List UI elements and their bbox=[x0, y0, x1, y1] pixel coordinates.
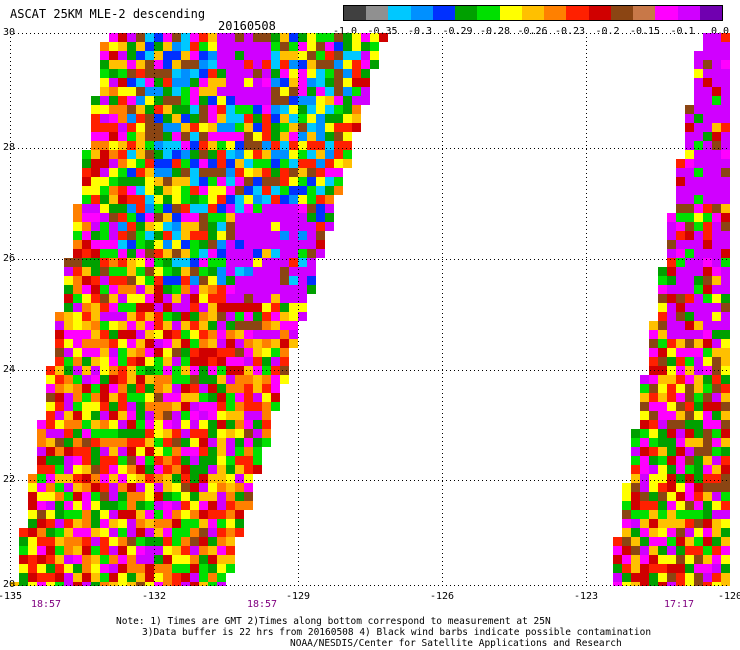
latitude-tick-label: 22 bbox=[3, 474, 16, 485]
colorbar-tick-label: -0.2 bbox=[595, 26, 620, 37]
colorbar-segment bbox=[655, 6, 678, 20]
colorbar-segment bbox=[432, 6, 456, 20]
note-line-2: 3)Data buffer is 22 hrs from 20160508 4)… bbox=[142, 627, 652, 638]
colorbar-tick-label: -0.23 bbox=[554, 26, 586, 37]
note-line-1: Note: 1) Times are GMT 2)Times along bot… bbox=[116, 616, 551, 627]
map-date: 20160508 bbox=[218, 19, 276, 33]
time-label-swath-2: 17:17 bbox=[663, 599, 695, 610]
longitude-tick-label: -126 bbox=[429, 591, 455, 602]
colorbar-segment bbox=[410, 6, 433, 20]
latitude-tick-label: 24 bbox=[3, 364, 16, 375]
colorbar-segment bbox=[699, 6, 722, 20]
longitude-tick-label: -132 bbox=[141, 591, 167, 602]
colorbar-segment bbox=[566, 6, 589, 20]
colorbar-segment bbox=[633, 6, 656, 20]
latitude-tick-label: 20 bbox=[3, 579, 16, 590]
swath-map bbox=[10, 33, 730, 586]
colorbar-segment bbox=[610, 6, 634, 20]
note-line-3: NOAA/NESDIS/Center for Satellite Applica… bbox=[290, 638, 622, 649]
colorbar-segment bbox=[455, 6, 478, 20]
colorbar bbox=[343, 5, 723, 21]
longitude-tick-label: -120 bbox=[717, 591, 740, 602]
colorbar-tick-label: -0.29 bbox=[442, 26, 473, 37]
colorbar-segment bbox=[521, 6, 545, 20]
colorbar-segment bbox=[477, 6, 500, 20]
latitude-tick-label: 30 bbox=[3, 27, 16, 38]
colorbar-tick-label: -0.26 bbox=[517, 26, 548, 37]
time-label-swath-1-end: 18:57 bbox=[246, 599, 278, 610]
colorbar-segment bbox=[544, 6, 567, 20]
colorbar-segment bbox=[499, 6, 522, 20]
colorbar-tick-label: -0.35 bbox=[367, 26, 398, 37]
colorbar-tick-label: -1.0 bbox=[332, 26, 358, 37]
latitude-tick-label: 26 bbox=[3, 253, 16, 264]
colorbar-tick-label: -0.1 bbox=[670, 26, 695, 37]
time-label-swath-1: 18:57 bbox=[30, 599, 62, 610]
latitude-tick-label: 28 bbox=[3, 142, 16, 153]
colorbar-tick-label: -0.15 bbox=[629, 26, 661, 37]
colorbar-segment bbox=[588, 6, 611, 20]
colorbar-segment bbox=[677, 6, 700, 20]
colorbar-segment bbox=[388, 6, 411, 20]
colorbar-tick-label: -0.28 bbox=[479, 26, 511, 37]
longitude-tick-label: -123 bbox=[573, 591, 599, 602]
colorbar-tick-label: -0.3 bbox=[407, 26, 433, 37]
colorbar-tick-label: 0.0 bbox=[710, 26, 730, 37]
map-title: ASCAT 25KM MLE-2 descending bbox=[10, 7, 206, 21]
map-canvas bbox=[10, 33, 730, 586]
longitude-tick-label: -135 bbox=[0, 591, 23, 602]
longitude-tick-label: -129 bbox=[285, 591, 311, 602]
colorbar-segment bbox=[344, 6, 367, 20]
colorbar-segment bbox=[366, 6, 389, 20]
